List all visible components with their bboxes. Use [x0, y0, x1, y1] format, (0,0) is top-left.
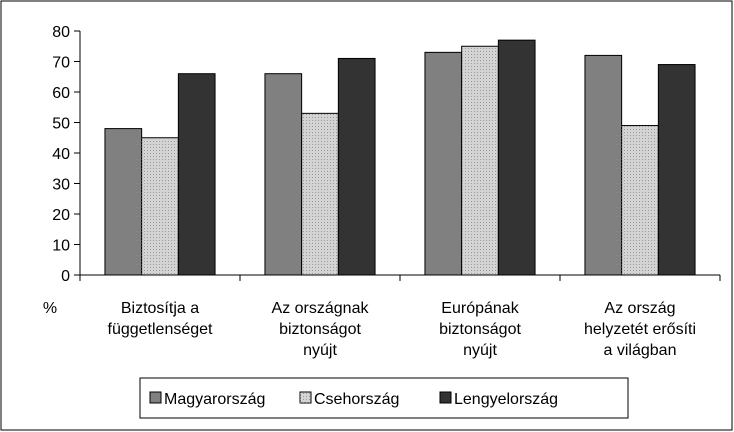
- bar: [264, 73, 303, 276]
- x-tick-label: Az ország helyzetét erősíti a világban: [584, 300, 696, 359]
- bar: [337, 57, 376, 276]
- bar: [177, 73, 216, 276]
- legend-label: Csehország: [314, 391, 399, 408]
- bar: [621, 125, 659, 276]
- y-axis-label: %: [43, 300, 57, 317]
- x-tick-label: Európának biztonságot nyújt: [439, 300, 521, 359]
- y-tick-label: 0: [61, 268, 70, 285]
- bar: [584, 54, 623, 276]
- legend-box: [139, 377, 629, 419]
- bar: [497, 39, 536, 276]
- legend-label: Lengyelország: [454, 391, 558, 408]
- bar: [657, 64, 696, 276]
- y-tick-label: 60: [52, 85, 70, 102]
- legend-label: Magyarország: [164, 391, 265, 408]
- x-tick-label: Az országnak biztonságot nyújt: [272, 300, 370, 359]
- bar: [461, 45, 499, 276]
- x-tick-label: Biztosítja a függetlenséget: [108, 300, 214, 338]
- bar: [424, 51, 463, 276]
- bar: [141, 137, 179, 276]
- legend-swatch: [149, 391, 162, 404]
- legend-texture: [300, 392, 311, 403]
- y-tick-label: 10: [52, 238, 70, 255]
- bar: [104, 128, 143, 276]
- y-tick-label: 80: [52, 24, 70, 41]
- y-tick-label: 30: [52, 177, 70, 194]
- y-tick-label: 50: [52, 116, 70, 133]
- y-tick-label: 20: [52, 207, 70, 224]
- y-tick-label: 40: [52, 146, 70, 163]
- y-tick-label: 70: [52, 55, 70, 72]
- bar: [301, 112, 339, 276]
- legend-swatch: [439, 391, 452, 404]
